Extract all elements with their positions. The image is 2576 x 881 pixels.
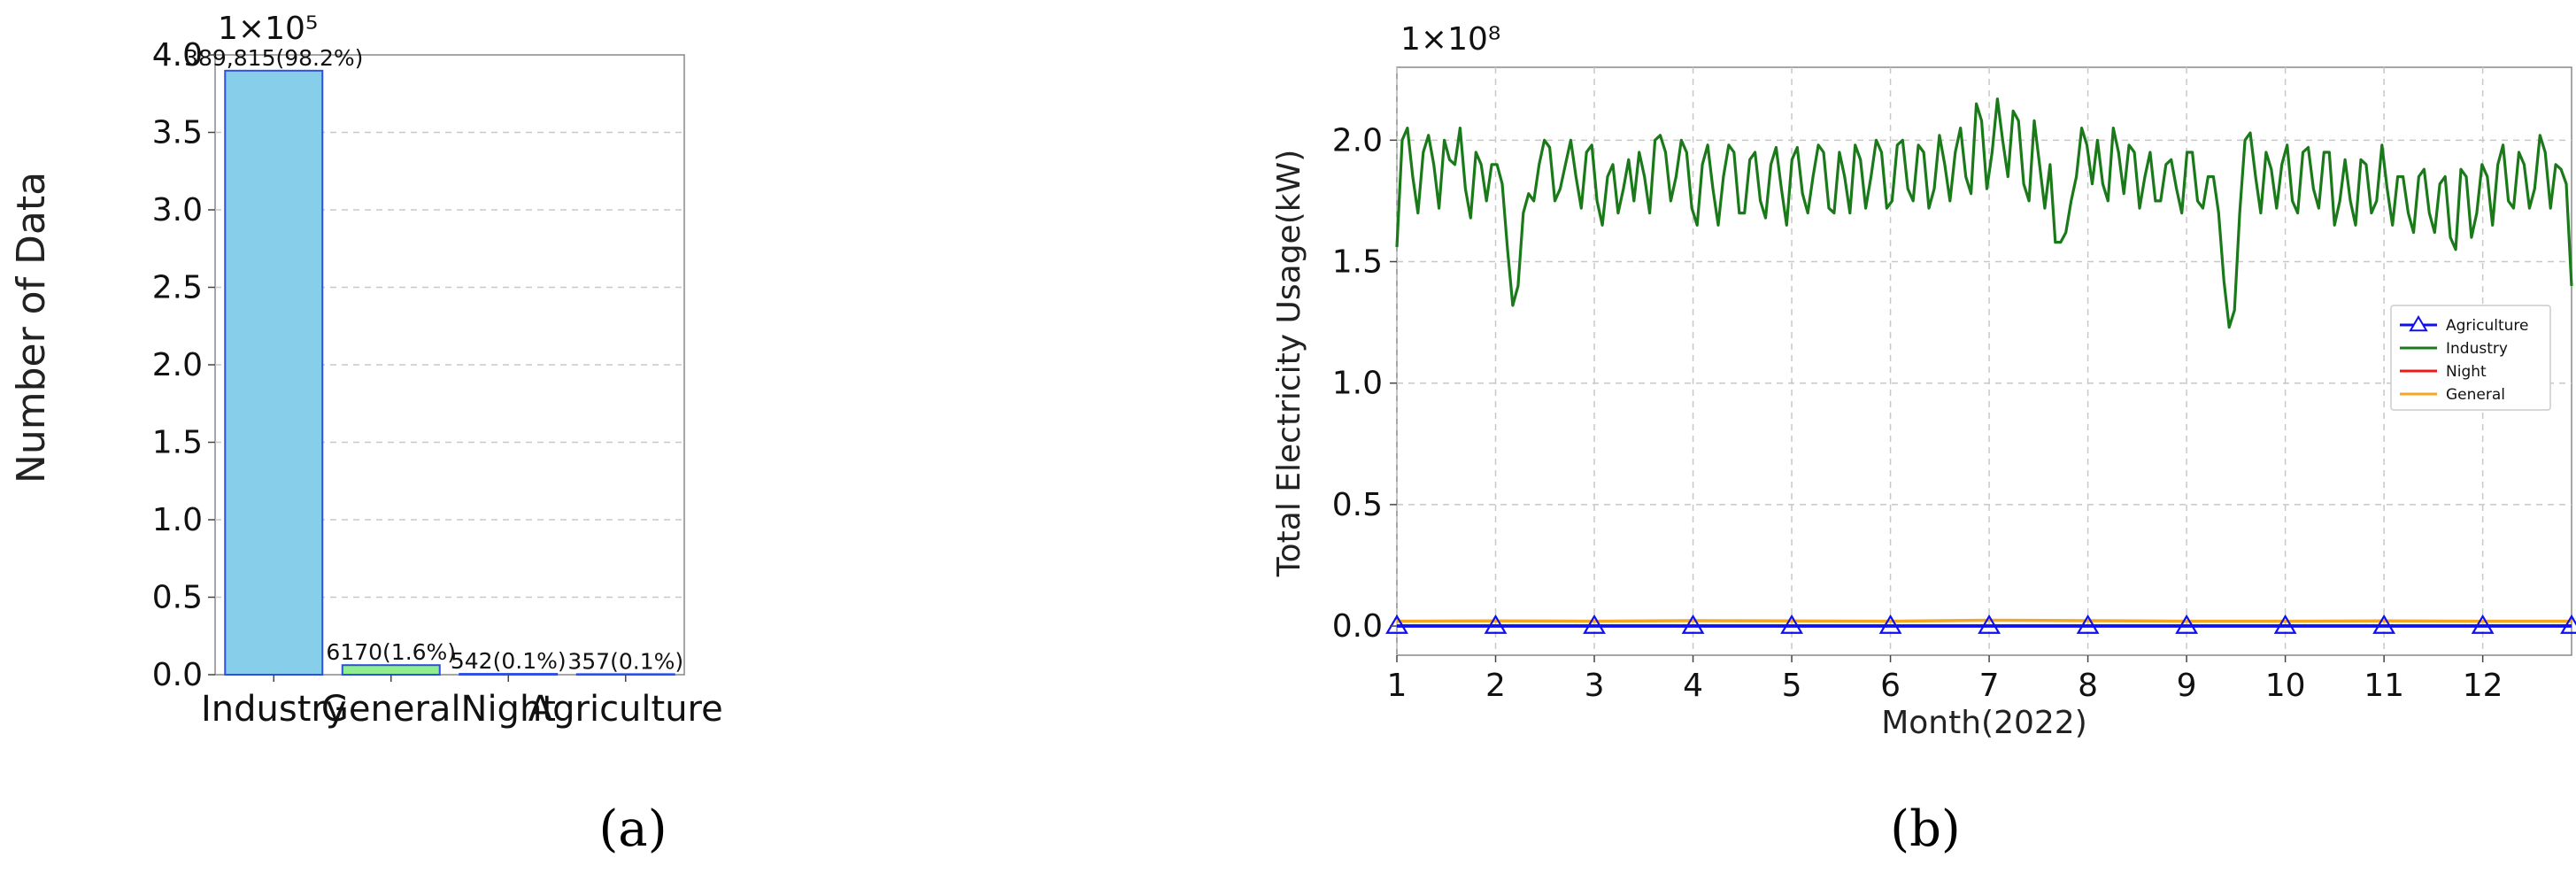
bar-chart-y-tick-label: 3.5 [152,115,203,151]
line-chart-y-tick-label: 0.5 [1332,487,1383,523]
bar-chart-y-ticks: 0.0 0.5 1.0 1.5 2.0 2.5 3.0 3.5 4.0 [152,37,215,693]
line-chart-x-tick-label: 2 [1485,668,1506,704]
line-chart-x-tick-label: 6 [1880,668,1901,704]
series-marker-agriculture [2560,614,2576,634]
legend-marker-agriculture [2409,315,2428,332]
bar-data-label: 389,815(98.2%) [184,45,363,71]
line-chart-x-tick-label: 4 [1683,668,1703,704]
bar-chart-category-label: Industry [201,689,347,730]
line-chart-x-tick-label: 11 [2364,668,2404,704]
series-marker-agriculture [2273,614,2297,634]
line-chart-x-tick-label: 3 [1585,668,1605,704]
bar-chart-y-multiplier: 1×10⁵ [218,11,318,47]
series-line-industry [1395,97,2573,329]
line-chart-x-ticks: 1 2 3 4 5 6 7 8 9 10 11 12 [1387,655,2503,704]
bar [459,673,559,676]
series-line-general [1396,618,2572,623]
line-chart-series [1385,97,2576,634]
bar-chart-bars: 389,815(98.2%) 6170(1.6%)542(0.1%) 357(0.1… [184,45,683,676]
bar-data-label: 542(0.1%) [451,648,567,674]
series-marker-agriculture [2372,614,2396,634]
line-chart-y-multiplier: 1×10⁸ [1400,21,1500,58]
line-chart-x-tick-label: 8 [2078,668,2098,704]
series-marker-agriculture [1681,614,1705,634]
legend-label-industry: Industry [2446,340,2508,358]
line-chart-x-tick-label: 1 [1387,668,1408,704]
legend-label-agriculture: Agriculture [2446,317,2529,335]
line-chart-y-tick-label: 1.5 [1332,244,1383,281]
bar-chart-gridlines [215,131,684,599]
legend-label-night: Night [2446,363,2487,381]
bar-chart-y-tick-label: 3.0 [152,192,203,228]
bar-chart-y-tick-label: 4.0 [152,37,203,73]
line-chart-panel: 0.00.51.01.52.0 1 2 3 4 5 6 7 8 9 10 11 12 1×10⁸ To… [1271,21,2576,858]
series-marker-agriculture [2471,614,2495,634]
bar-chart-category-label: General [321,689,461,730]
series-marker-agriculture [2076,614,2100,634]
bar-chart-y-tick-label: 1.0 [152,502,203,538]
bar-chart-category-label: Agriculture [528,689,723,730]
series-marker-agriculture [1583,614,1606,634]
series-marker-agriculture [1484,614,1508,634]
bar-chart-category-label: Night [461,689,556,730]
line-chart-y-axis-label: Total Electricity Usage(kW) [1271,150,1307,577]
line-chart-legend: Agriculture Industry Night General [2390,305,2551,411]
bar-data-label: 6170(1.6%) [326,639,456,665]
bar [575,673,675,676]
series-marker-agriculture [1978,614,2001,634]
bar-chart-panel: 389,815(98.2%) 6170(1.6%)542(0.1%) 357(0.1… [9,11,723,858]
line-chart-y-tick-label: 1.0 [1332,366,1383,402]
panel-label-a: (a) [598,800,667,858]
line-chart-y-tick-label: 0.0 [1332,608,1383,645]
bar-chart-y-tick-label: 2.0 [152,347,203,383]
line-chart-x-tick-label: 7 [1979,668,2000,704]
line-chart-x-axis-label: Month(2022) [1881,705,2087,741]
legend-box [2390,305,2551,411]
bar-data-label: 357(0.1%) [567,648,683,674]
line-chart-x-tick-label: 12 [2463,668,2503,704]
panel-label-b: (b) [1890,800,1961,858]
bar-chart-y-tick-label: 2.5 [152,270,203,306]
legend-label-general: General [2446,386,2505,404]
series-marker-agriculture [1385,614,1408,634]
line-chart-x-tick-label: 9 [2177,668,2197,704]
bar-chart-y-tick-label: 0.0 [152,657,203,693]
line-chart-y-tick-label: 2.0 [1332,122,1383,158]
line-chart-x-tick-label: 5 [1782,668,1802,704]
bar [341,664,441,676]
bar-chart-y-axis-label: Number of Data [9,172,54,483]
bar-chart-y-tick-label: 1.5 [152,425,203,461]
line-chart-x-tick-label: 10 [2265,668,2306,704]
bar [224,69,324,676]
line-chart-plot-area [1396,66,2572,656]
bar-chart-y-tick-label: 0.5 [152,580,203,616]
line-chart-y-ticks: 0.0 0.5 1.0 1.5 2.0 [1332,122,1397,645]
series-marker-agriculture [1878,614,1902,634]
series-marker-agriculture [2175,614,2199,634]
series-marker-agriculture [1780,614,1803,634]
